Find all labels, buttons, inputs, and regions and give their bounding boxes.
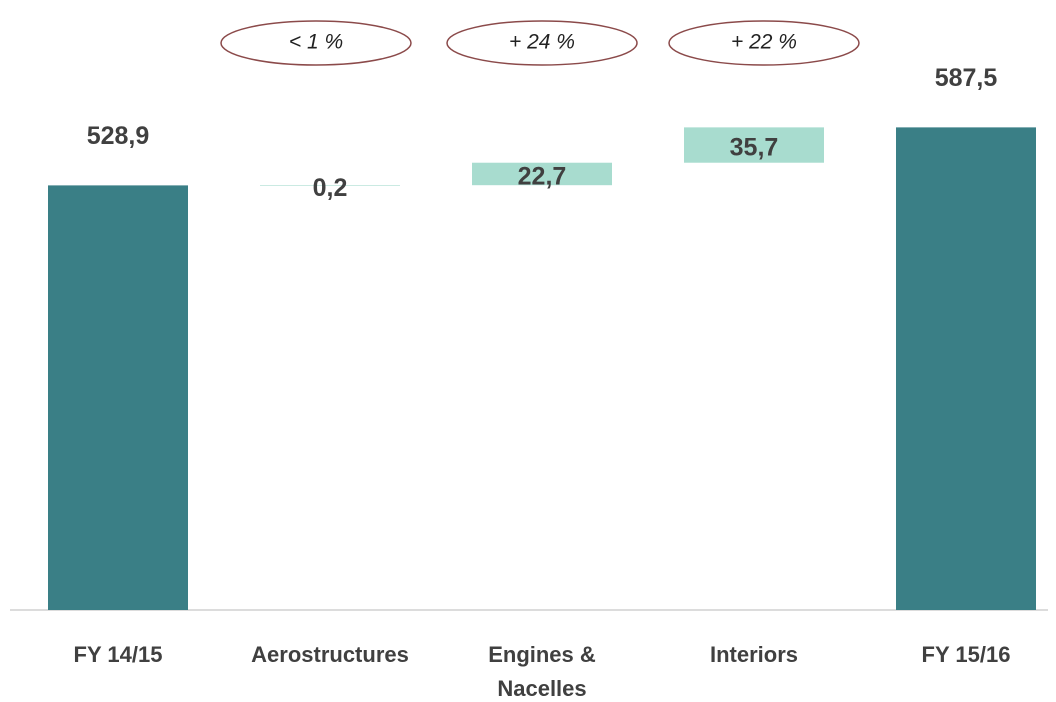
value-label: 0,2 [313,174,348,202]
value-label: 528,9 [87,122,150,150]
increase-bar [260,185,400,186]
annotation: < 1 % [289,31,343,54]
x-tick-label: Interiors [709,642,799,667]
value-label: 22,7 [518,163,567,191]
x-tick-label: Engines & Nacelles [488,642,596,701]
total-bar [896,127,1036,610]
value-label: 35,7 [730,134,779,162]
total-bar [48,185,188,610]
increase-bar [472,162,612,186]
annotation-ellipse [220,20,412,66]
annotation: + 22 % [731,31,797,54]
x-tick-label: Aerostructures [251,642,409,667]
increase-bar [684,127,824,163]
value-label: 587,5 [935,64,998,92]
annotation: + 24 % [509,31,575,54]
annotation-ellipse [668,20,860,66]
annotation-ellipse [446,20,638,66]
x-tick-label: FY 14/15 [73,642,163,667]
x-tick-label: FY 15/16 [921,642,1011,667]
